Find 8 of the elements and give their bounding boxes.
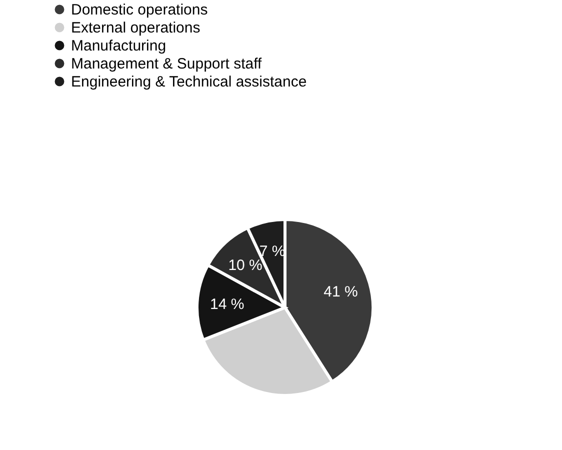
data-label: 41 %	[324, 283, 358, 300]
legend-label: Engineering & Technical assistance	[71, 74, 307, 90]
legend-label: Manufacturing	[71, 38, 166, 54]
data-label: 14 %	[210, 296, 244, 313]
data-label: 10 %	[228, 257, 262, 274]
legend-label: Domestic operations	[71, 2, 208, 18]
legend-label: Management & Support staff	[71, 56, 263, 72]
legend-label: External operations	[71, 20, 200, 36]
